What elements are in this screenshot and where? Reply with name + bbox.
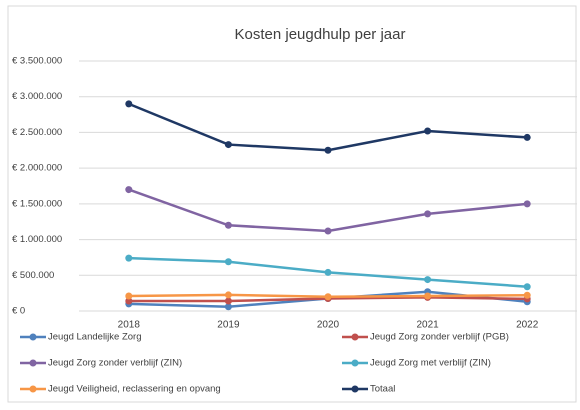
x-tick-label: 2019 bbox=[217, 320, 240, 331]
legend-marker bbox=[351, 385, 359, 393]
data-point bbox=[424, 210, 432, 218]
data-point bbox=[125, 297, 133, 305]
data-point bbox=[125, 186, 133, 194]
data-point bbox=[523, 133, 531, 141]
legend-marker bbox=[29, 385, 37, 393]
y-tick-label: € 1.000.000 bbox=[12, 234, 62, 245]
data-point bbox=[523, 283, 531, 291]
legend-marker bbox=[29, 359, 37, 367]
x-tick-label: 2022 bbox=[516, 320, 539, 331]
y-tick-label: € 2.000.000 bbox=[12, 163, 62, 174]
data-point bbox=[224, 141, 232, 149]
data-point bbox=[125, 292, 133, 300]
data-point bbox=[125, 100, 133, 108]
y-tick-label: € 3.500.000 bbox=[12, 56, 62, 67]
data-point bbox=[424, 276, 432, 284]
data-point bbox=[125, 254, 133, 262]
data-point bbox=[523, 200, 531, 208]
data-point bbox=[324, 293, 332, 301]
data-point bbox=[424, 127, 432, 135]
chart-title: Kosten jeugdhulp per jaar bbox=[235, 26, 406, 43]
x-tick-label: 2021 bbox=[416, 320, 439, 331]
legend-marker bbox=[351, 359, 359, 367]
data-point bbox=[424, 292, 432, 300]
data-point bbox=[324, 268, 332, 276]
y-tick-label: € 500.000 bbox=[12, 270, 54, 281]
x-tick-label: 2020 bbox=[317, 320, 340, 331]
data-point bbox=[324, 146, 332, 154]
legend-label: Totaal bbox=[370, 384, 395, 395]
legend-marker bbox=[29, 333, 37, 341]
legend-marker bbox=[351, 333, 359, 341]
legend-label: Jeugd Zorg zonder verblijf (PGB) bbox=[370, 332, 509, 343]
data-point bbox=[224, 221, 232, 229]
data-point bbox=[523, 291, 531, 299]
legend-label: Jeugd Veiligheid, reclassering en opvang bbox=[48, 384, 221, 395]
data-point bbox=[224, 291, 232, 299]
data-point bbox=[324, 227, 332, 235]
data-point bbox=[224, 297, 232, 305]
legend-label: Jeugd Landelijke Zorg bbox=[48, 332, 141, 343]
legend-label: Jeugd Zorg zonder verblijf (ZIN) bbox=[48, 358, 182, 369]
y-tick-label: € 3.000.000 bbox=[12, 91, 62, 102]
legend-label: Jeugd Zorg met verblijf (ZIN) bbox=[370, 358, 491, 369]
y-tick-label: € 2.500.000 bbox=[12, 127, 62, 138]
y-tick-label: € 0 bbox=[12, 306, 25, 317]
y-tick-label: € 1.500.000 bbox=[12, 198, 62, 209]
x-tick-label: 2018 bbox=[118, 320, 141, 331]
data-point bbox=[224, 258, 232, 266]
data-point bbox=[224, 303, 232, 311]
